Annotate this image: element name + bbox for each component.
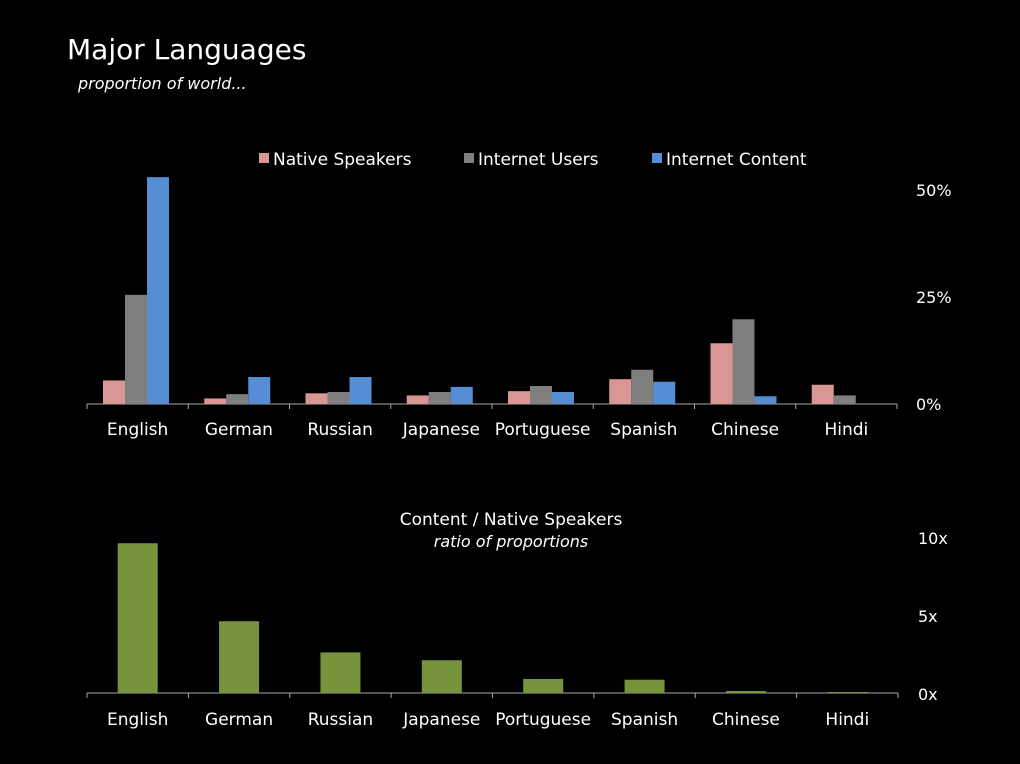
bar-internet-users-hindi (833, 395, 856, 404)
legend-swatch-native-speakers (259, 153, 269, 163)
x-tick-label-japanese: Japanese (402, 420, 480, 440)
bar-internet-users-english (125, 294, 147, 404)
legend-label-native-speakers: Native Speakers (273, 150, 412, 170)
x-tick-label-german: German (205, 420, 273, 440)
bar-internet-content-german (248, 377, 271, 404)
x-tick-label-chinese: Chinese (711, 420, 779, 440)
x-tick-label-spanish: Spanish (610, 420, 677, 440)
page-subtitle: proportion of world... (78, 74, 247, 93)
page-title: Major Languages (67, 33, 307, 66)
ratio-bar-spanish (624, 679, 665, 693)
x-tick-label-english: English (107, 420, 168, 440)
x-tick-label-portuguese: Portuguese (495, 420, 591, 440)
x-tick-label-bottom-german: German (205, 710, 273, 730)
ratio-bar-english (117, 543, 158, 693)
x-tick-label-bottom-russian: Russian (308, 710, 373, 730)
bar-internet-content-chinese (754, 396, 777, 404)
bar-native-speakers-english (103, 380, 125, 404)
y-tick-label-top-1: 25% (916, 288, 952, 307)
bar-native-speakers-portuguese (508, 391, 530, 404)
bottom-chart-title: Content / Native Speakers (400, 510, 623, 530)
bar-internet-users-russian (327, 392, 350, 404)
x-tick-label-bottom-english: English (107, 710, 168, 730)
ratio-bar-chinese (725, 690, 766, 693)
bar-internet-users-german (226, 394, 249, 404)
bar-internet-users-spanish (631, 369, 654, 404)
ratio-bar-german (219, 621, 260, 693)
bar-internet-content-english (147, 177, 169, 404)
legend-label-internet-users: Internet Users (478, 150, 599, 170)
x-tick-label-russian: Russian (307, 420, 372, 440)
bar-internet-content-japanese (450, 386, 473, 404)
y-tick-label-bottom-2: 10x (918, 529, 948, 548)
ratio-bar-japanese (421, 660, 462, 693)
legend-swatch-internet-content (652, 153, 662, 163)
x-tick-label-bottom-portuguese: Portuguese (495, 710, 591, 730)
y-tick-label-top-0: 0% (916, 395, 941, 414)
bar-native-speakers-spanish (609, 379, 632, 404)
ratio-bar-portuguese (523, 678, 564, 693)
x-tick-label-bottom-japanese: Japanese (402, 710, 480, 730)
bar-internet-users-portuguese (530, 386, 552, 404)
y-tick-label-top-2: 50% (916, 181, 952, 200)
legend-swatch-internet-users (464, 153, 474, 163)
y-tick-label-bottom-0: 0x (918, 685, 938, 704)
bar-native-speakers-japanese (406, 395, 429, 404)
x-tick-label-bottom-hindi: Hindi (825, 710, 869, 730)
ratio-bar-hindi (827, 692, 868, 693)
x-tick-label-bottom-chinese: Chinese (712, 710, 780, 730)
bar-internet-users-japanese (428, 392, 451, 404)
bar-native-speakers-german (204, 398, 227, 404)
x-tick-label-bottom-spanish: Spanish (611, 710, 678, 730)
bottom-chart-subtitle: ratio of proportions (434, 532, 589, 551)
bar-native-speakers-russian (305, 393, 328, 404)
x-tick-label-hindi: Hindi (824, 420, 868, 440)
y-tick-label-bottom-1: 5x (918, 607, 938, 626)
bar-native-speakers-chinese (710, 343, 733, 404)
bar-internet-content-portuguese (552, 392, 574, 404)
bar-internet-content-spanish (653, 381, 676, 404)
legend-label-internet-content: Internet Content (666, 150, 807, 170)
ratio-bar-russian (320, 652, 361, 693)
bar-internet-users-chinese (732, 319, 755, 404)
bar-internet-content-russian (349, 377, 372, 404)
bar-native-speakers-hindi (811, 384, 834, 404)
